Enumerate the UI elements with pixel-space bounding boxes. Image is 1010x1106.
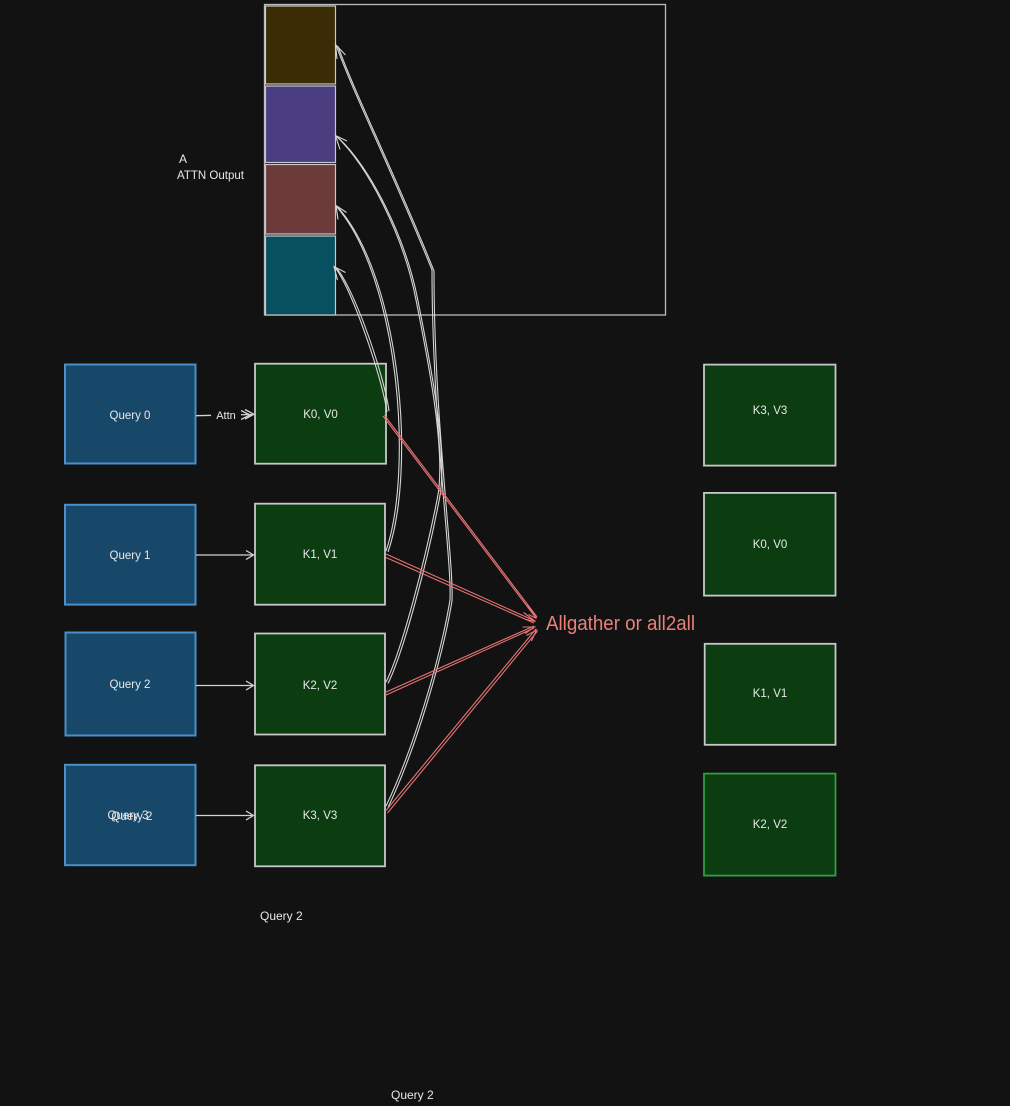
svg-text:K3, V3: K3, V3 xyxy=(303,810,338,822)
svg-text:Query 2: Query 2 xyxy=(391,1088,434,1102)
svg-text:K2, V2: K2, V2 xyxy=(753,819,788,831)
svg-text:Query 1: Query 1 xyxy=(110,550,151,562)
svg-text:K2, V2: K2, V2 xyxy=(303,680,338,692)
svg-text:K3, V3: K3, V3 xyxy=(753,405,788,417)
svg-text:Query 2: Query 2 xyxy=(260,909,303,923)
svg-text:ATTN Output: ATTN Output xyxy=(177,170,245,182)
svg-text:K1, V1: K1, V1 xyxy=(753,688,788,700)
svg-text:Query 0: Query 0 xyxy=(110,410,151,422)
svg-text:Attn: Attn xyxy=(216,410,236,422)
svg-text:Allgather or all2all: Allgather or all2all xyxy=(546,613,695,635)
svg-text:K0, V0: K0, V0 xyxy=(303,409,338,421)
svg-text:K0, V0: K0, V0 xyxy=(753,539,788,551)
svg-text:Query 3: Query 3 xyxy=(108,810,149,822)
svg-text:Query 2: Query 2 xyxy=(112,811,153,823)
svg-text:Query 2: Query 2 xyxy=(110,679,151,691)
svg-text:A: A xyxy=(179,152,187,166)
svg-text:K1, V1: K1, V1 xyxy=(303,549,338,561)
